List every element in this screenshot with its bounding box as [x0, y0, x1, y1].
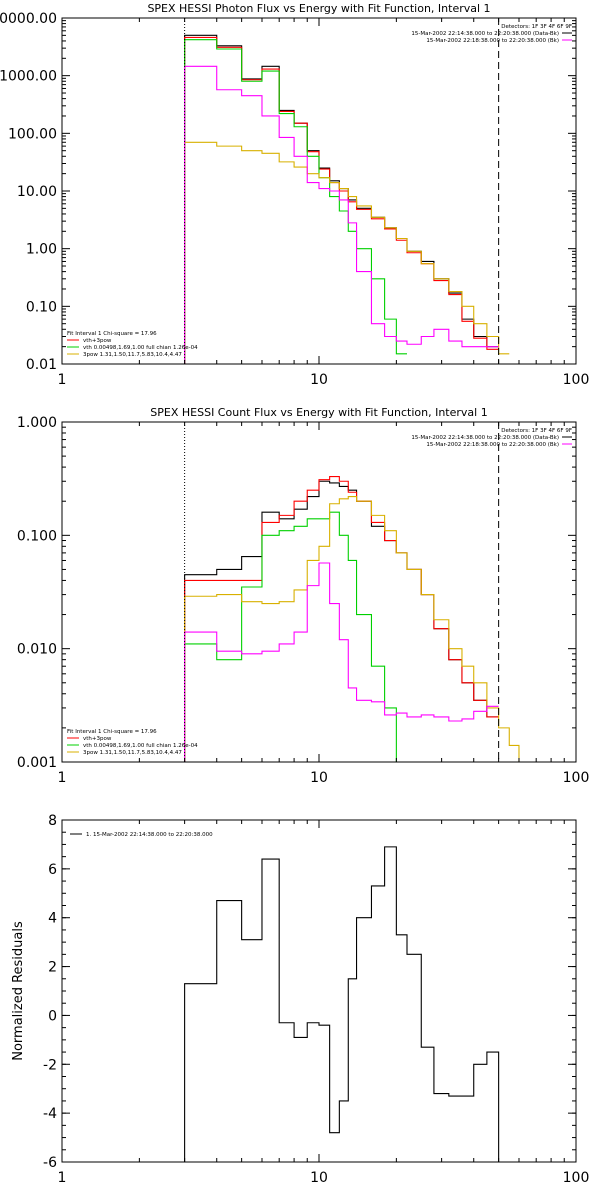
legend-entry: 3pow 1.31,1.50,11.7,5.83,10.4,4.47 — [83, 352, 182, 358]
y-tick-label: 0.001 — [17, 755, 57, 771]
legend-entry: 1. 15-Mar-2002 22:14:38.000 to 22:20:38.… — [86, 832, 213, 838]
y-tick-label: 10.00 — [17, 184, 57, 200]
x-tick-label: 100 — [563, 770, 590, 786]
legend-entry: 15-Mar-2002 22:18:38.000 to 22:20:38.000… — [426, 38, 559, 44]
y-tick-label: 2 — [48, 960, 57, 976]
x-tick-label: 10 — [310, 372, 328, 388]
y-tick-label: 100.00 — [8, 126, 57, 142]
chart-title: SPEX HESSI Photon Flux vs Energy with Fi… — [147, 2, 490, 15]
y-tick-label: -6 — [43, 1155, 57, 1171]
legend-entry: 15-Mar-2002 22:14:38.000 to 22:20:38.000… — [411, 31, 559, 37]
y-tick-label: 1.00 — [26, 242, 57, 258]
y-tick-label: 4 — [48, 911, 57, 927]
y-tick-label: 1.000 — [17, 415, 57, 431]
x-tick-label: 1 — [58, 770, 67, 786]
legend-entry: Fit Interval 1 Chi-square = 17.96 — [67, 331, 157, 337]
y-tick-label: 1000.00 — [0, 69, 57, 85]
legend-entry: vth+3pow — [83, 736, 112, 742]
series-group — [184, 476, 528, 762]
chart-title: SPEX HESSI Count Flux vs Energy with Fit… — [150, 406, 487, 419]
series-group — [184, 34, 510, 364]
data-series-5 — [184, 562, 499, 762]
x-tick-label: 100 — [563, 1170, 590, 1186]
y-tick-label: 6 — [48, 862, 57, 878]
y-tick-label: 0.01 — [26, 357, 57, 373]
legend-entry: Detectors: 1F 3F 4F 6F 9F — [501, 24, 572, 30]
data-series-1 — [184, 34, 499, 364]
chart-1: SPEX HESSI Photon Flux vs Energy with Fi… — [0, 2, 589, 388]
legend-entry: vth 0.00498,1.69,1.00 full chian 1.26e-0… — [83, 743, 198, 749]
x-tick-label: 10 — [310, 770, 328, 786]
y-tick-label: 0.010 — [17, 642, 57, 658]
x-tick-label: 1 — [58, 372, 67, 388]
legend-entry: 3pow 1.31,1.50,11.7,5.83,10.4,4.47 — [83, 750, 182, 756]
data-series-3 — [184, 511, 407, 762]
data-series-1 — [184, 480, 499, 762]
y-tick-label: 0000.00 — [0, 11, 57, 27]
plot-frame — [61, 17, 577, 365]
legend-entry: 15-Mar-2002 22:14:38.000 to 22:20:38.000… — [411, 435, 559, 441]
y-tick-label: 0 — [48, 1008, 57, 1024]
y-tick-label: 0.100 — [17, 528, 57, 544]
data-series-4 — [184, 141, 510, 364]
y-tick-label: 8 — [48, 813, 57, 829]
chart-3: 1 10 100 -6 -4 -2 0 2 4 6 8 Normalized Residuals 1. … — [11, 813, 589, 1186]
legend-entry: 15-Mar-2002 22:18:38.000 to 22:20:38.000… — [426, 442, 559, 448]
x-tick-label: 10 — [310, 1170, 328, 1186]
data-series-3 — [184, 39, 407, 364]
y-tick-label: 0.10 — [26, 299, 57, 315]
y-tick-label: -2 — [43, 1057, 57, 1073]
data-series-1 — [184, 846, 500, 1162]
series-group — [184, 846, 500, 1162]
data-series-4 — [184, 495, 528, 762]
data-series-5 — [184, 65, 499, 364]
x-tick-label: 1 — [58, 1170, 67, 1186]
y-tick-label: -4 — [43, 1106, 57, 1122]
data-series-2 — [184, 36, 499, 364]
legend-entry: vth+3pow — [83, 338, 112, 344]
legend-entry: Detectors: 1F 3F 4F 6F 9F — [501, 428, 572, 434]
y-axis-label: Normalized Residuals — [11, 921, 26, 1061]
chart-2: SPEX HESSI Count Flux vs Energy with Fit… — [17, 406, 589, 786]
legend-entry: vth 0.00498,1.69,1.00 full chian 1.26e-0… — [83, 345, 198, 351]
legend-entry: Fit Interval 1 Chi-square = 17.96 — [67, 729, 157, 735]
x-tick-label: 100 — [563, 372, 590, 388]
